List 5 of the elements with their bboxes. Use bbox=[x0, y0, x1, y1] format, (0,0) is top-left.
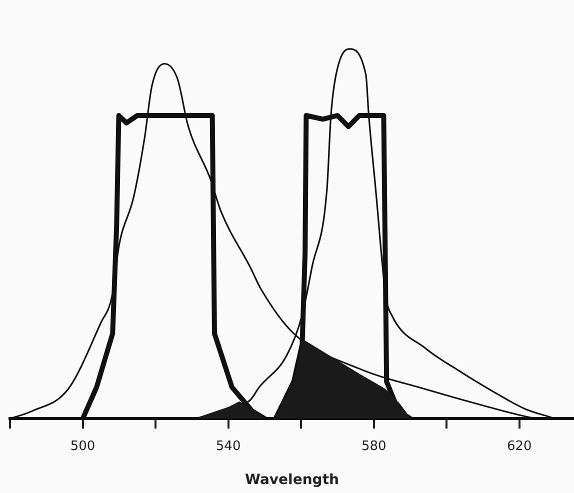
x-tick-label: 580 bbox=[361, 438, 386, 454]
x-tick-label: 500 bbox=[70, 438, 96, 454]
x-axis-title: Wavelength bbox=[245, 472, 339, 488]
x-tick-label: 540 bbox=[216, 438, 241, 454]
x-tick-label: 620 bbox=[507, 438, 532, 454]
